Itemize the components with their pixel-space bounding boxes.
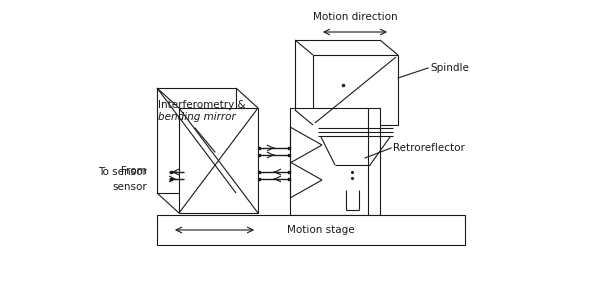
Bar	[179, 108, 258, 213]
Text: From: From	[121, 166, 147, 176]
Text: To sensor: To sensor	[98, 167, 147, 177]
Text: Motion stage: Motion stage	[287, 225, 355, 235]
Bar	[157, 215, 465, 245]
Bar	[290, 108, 380, 215]
Text: sensor: sensor	[112, 182, 147, 192]
Text: bending mirror: bending mirror	[158, 112, 236, 122]
Text: Spindle: Spindle	[430, 63, 469, 73]
Bar	[157, 88, 236, 193]
Text: Motion direction: Motion direction	[313, 12, 397, 22]
Text: Interferometry &: Interferometry &	[158, 100, 245, 110]
Bar	[313, 55, 398, 125]
Text: Retroreflector: Retroreflector	[393, 143, 465, 153]
Bar	[342, 180, 363, 190]
